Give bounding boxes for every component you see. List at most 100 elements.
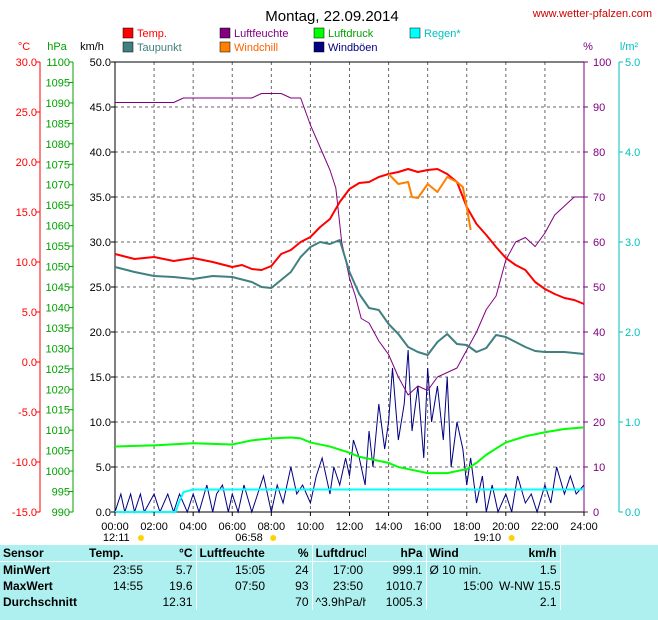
stats-header-temp: Temp. bbox=[86, 545, 146, 562]
humidity-tick-label: 60 bbox=[593, 237, 605, 249]
legend-entry: Luftdruck bbox=[328, 28, 374, 40]
temp-tick-label: 5.0 bbox=[22, 307, 37, 319]
x-tick-label: 06:00 bbox=[218, 521, 246, 533]
stats-cell: W-NW 15.5 bbox=[496, 578, 561, 594]
stats-cell bbox=[426, 594, 496, 610]
temp-tick-label: 0.0 bbox=[22, 357, 37, 369]
pressure-tick-label: 1090 bbox=[46, 98, 70, 110]
stats-cell: 23:55 bbox=[112, 563, 143, 577]
axis-unit-labels: °C hPa km/h% l/m² bbox=[18, 41, 639, 53]
stats-cell: MinWert bbox=[3, 563, 51, 577]
stats-header-wind-unit: km/h bbox=[496, 545, 561, 562]
humidity-tick-label: 70 bbox=[593, 192, 605, 204]
stats-row-average: Durchschnitt 12.31 70 ^3.9hPa/h 1005.3 2… bbox=[0, 594, 561, 610]
pressure-tick-label: 1005 bbox=[46, 446, 70, 458]
x-tick-label: 10:00 bbox=[297, 521, 325, 533]
legend-swatch bbox=[409, 27, 421, 39]
pressure-tick-label: 1065 bbox=[46, 200, 70, 212]
stats-cell: 1005.3 bbox=[366, 594, 427, 610]
stats-header-humidity-unit: % bbox=[268, 545, 313, 562]
weather-chart: Montag, 22.09.2014 www.wetter-pfalzen.co… bbox=[12, 8, 652, 544]
pressure-tick-label: 1080 bbox=[46, 139, 70, 151]
stats-header-pressure: Luftdruck bbox=[312, 545, 366, 562]
temp-tick-label: -5.0 bbox=[18, 407, 37, 419]
stats-cell: 15:05 bbox=[234, 563, 265, 577]
stats-header-humidity: Luftfeuchte bbox=[196, 545, 268, 562]
humidity-tick-label: 100 bbox=[593, 57, 611, 69]
wind-tick-label: 35.0 bbox=[90, 192, 111, 204]
chart-axes: 30.0 25.0 20.0 15.0 10.0 5.0 0.0 -5.0 -10.0 -15.0… bbox=[12, 57, 640, 519]
stats-cell: 93 bbox=[268, 578, 313, 594]
stats-cell bbox=[86, 594, 146, 610]
rain-tick-label: 5.0 bbox=[625, 57, 640, 69]
stats-header-temp-unit: °C bbox=[146, 545, 197, 562]
pressure-tick-label: 1070 bbox=[46, 180, 70, 192]
series-windchill-line bbox=[387, 173, 472, 231]
x-tick-label: 14:00 bbox=[375, 521, 403, 533]
stats-header-pressure-unit: hPa bbox=[366, 545, 427, 562]
pressure-tick-label: 1100 bbox=[46, 57, 70, 69]
pressure-tick-label: 1010 bbox=[46, 425, 70, 437]
x-tick-label: 20:00 bbox=[492, 521, 520, 533]
series-regen-line bbox=[115, 488, 584, 513]
humidity-tick-label: 30 bbox=[593, 372, 605, 384]
pressure-tick-label: 1055 bbox=[46, 241, 70, 253]
time-marker-label: 19:10 bbox=[474, 532, 502, 544]
stats-cell: 17:00 bbox=[332, 563, 363, 577]
humidity-tick-label: 10 bbox=[593, 462, 605, 474]
rain-tick-label: 0.0 bbox=[625, 507, 640, 519]
stats-row-min: MinWert 23:55 5.7 15:05 24 17:00 999.1 Ø… bbox=[0, 561, 561, 578]
x-tick-label: 08:00 bbox=[258, 521, 286, 533]
series-luftdruck-line bbox=[114, 426, 585, 475]
pressure-unit-label: hPa bbox=[47, 41, 67, 53]
x-tick-label: 02:00 bbox=[140, 521, 168, 533]
stats-cell: 14:55 bbox=[112, 579, 143, 593]
wind-tick-label: 5.0 bbox=[96, 462, 111, 474]
rain-tick-label: 1.0 bbox=[625, 417, 640, 429]
legend-swatch bbox=[313, 41, 325, 53]
pressure-tick-label: 1075 bbox=[46, 159, 70, 171]
stats-header-sensor: Sensor bbox=[0, 545, 86, 562]
temp-tick-label: -15.0 bbox=[12, 507, 37, 519]
pressure-tick-label: 1000 bbox=[46, 466, 70, 478]
legend-entry: Taupunkt bbox=[137, 42, 182, 54]
legend-entry: Windböen bbox=[328, 42, 378, 54]
legend-swatch bbox=[219, 27, 231, 39]
stats-cell bbox=[196, 594, 268, 610]
wind-tick-label: 40.0 bbox=[90, 147, 111, 159]
x-tick-label: 22:00 bbox=[531, 521, 559, 533]
sun-marker-icon bbox=[508, 535, 515, 541]
wind-tick-label: 15.0 bbox=[90, 372, 111, 384]
x-tick-label: 00:00 bbox=[101, 521, 129, 533]
stats-cell: 24 bbox=[268, 561, 313, 578]
stats-cell: 19.6 bbox=[146, 578, 197, 594]
temp-tick-label: 10.0 bbox=[16, 257, 37, 269]
humidity-tick-label: 40 bbox=[593, 327, 605, 339]
stats-header-wind: Wind bbox=[426, 545, 496, 562]
wind-tick-label: 45.0 bbox=[90, 102, 111, 114]
statistics-table: Sensor Temp. °C Luftfeuchte % Luftdruck … bbox=[0, 545, 658, 620]
x-axis-ticks: 00:00 02:00 04:00 06:00 08:00 10:00 12:00 14:00… bbox=[101, 512, 598, 533]
pressure-tick-label: 1025 bbox=[46, 364, 70, 376]
temp-tick-label: 15.0 bbox=[16, 207, 37, 219]
sun-marker-icon bbox=[137, 535, 144, 541]
pressure-tick-label: 1035 bbox=[46, 323, 70, 335]
wind-tick-label: 25.0 bbox=[90, 282, 111, 294]
stats-cell: 1010.7 bbox=[366, 578, 427, 594]
temp-unit-label: °C bbox=[18, 41, 30, 53]
wind-tick-label: 20.0 bbox=[90, 327, 111, 339]
chart-title: Montag, 22.09.2014 bbox=[265, 8, 398, 25]
rain-tick-label: 2.0 bbox=[625, 327, 640, 339]
stats-cell: 70 bbox=[268, 594, 313, 610]
legend-entry: Temp. bbox=[137, 28, 167, 40]
stats-cell: 07:50 bbox=[234, 579, 265, 593]
temp-tick-label: 20.0 bbox=[16, 157, 37, 169]
rain-tick-label: 4.0 bbox=[625, 147, 640, 159]
site-url-link[interactable]: www.wetter-pfalzen.com bbox=[532, 8, 652, 20]
wind-tick-label: 0.0 bbox=[96, 507, 111, 519]
stats-cell: 23:50 bbox=[332, 579, 363, 593]
series-taupunkt-line bbox=[114, 239, 585, 356]
stats-cell: 2.1 bbox=[496, 594, 561, 610]
humidity-tick-label: 80 bbox=[593, 147, 605, 159]
pressure-tick-label: 1050 bbox=[46, 262, 70, 274]
